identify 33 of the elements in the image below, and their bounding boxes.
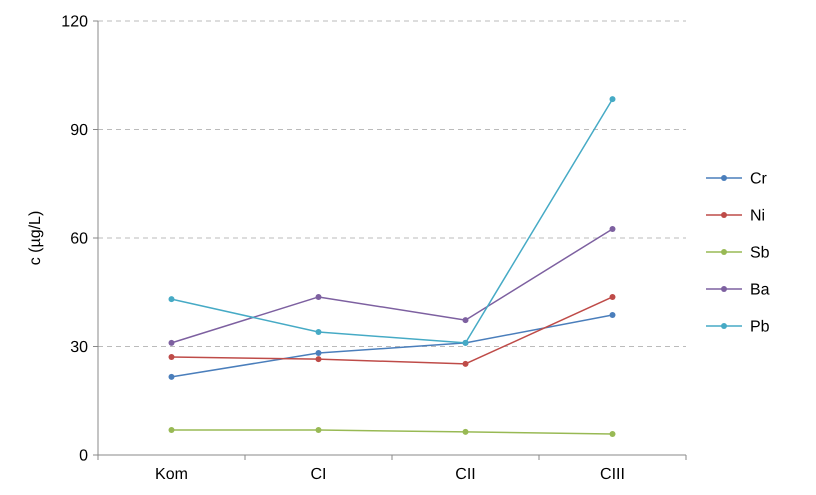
point [462,317,468,324]
y-tick-label: 90 [70,122,88,140]
point [462,428,468,435]
point [316,350,322,356]
legend-label: Ni [750,208,766,225]
y-tick-label: 30 [70,339,88,356]
point [462,360,468,367]
legend-label: Sb [750,244,770,262]
point [168,427,174,434]
x-tick-label: CIII [600,466,625,483]
point [168,296,174,302]
point [316,294,322,300]
y-axis-title: c (µg/L) [27,210,44,266]
point [610,294,616,300]
point [168,374,174,380]
point [168,340,174,346]
x-tick-label: Kom [155,466,188,483]
legend-label: Cr [750,170,768,188]
y-tick-label: 0 [79,448,88,465]
y-tick-label: 120 [61,14,88,31]
legend-label: Pb [750,318,770,336]
y-tick-label: 60 [70,230,88,248]
x-tick-label: CI [310,466,326,483]
point [610,312,616,318]
point [610,431,616,438]
point [610,226,616,232]
legend-label: Ba [750,282,770,299]
point [316,329,322,336]
point [316,427,322,434]
point [316,356,322,362]
point [168,354,174,360]
point [610,96,616,102]
x-tick-label: CII [455,466,476,483]
